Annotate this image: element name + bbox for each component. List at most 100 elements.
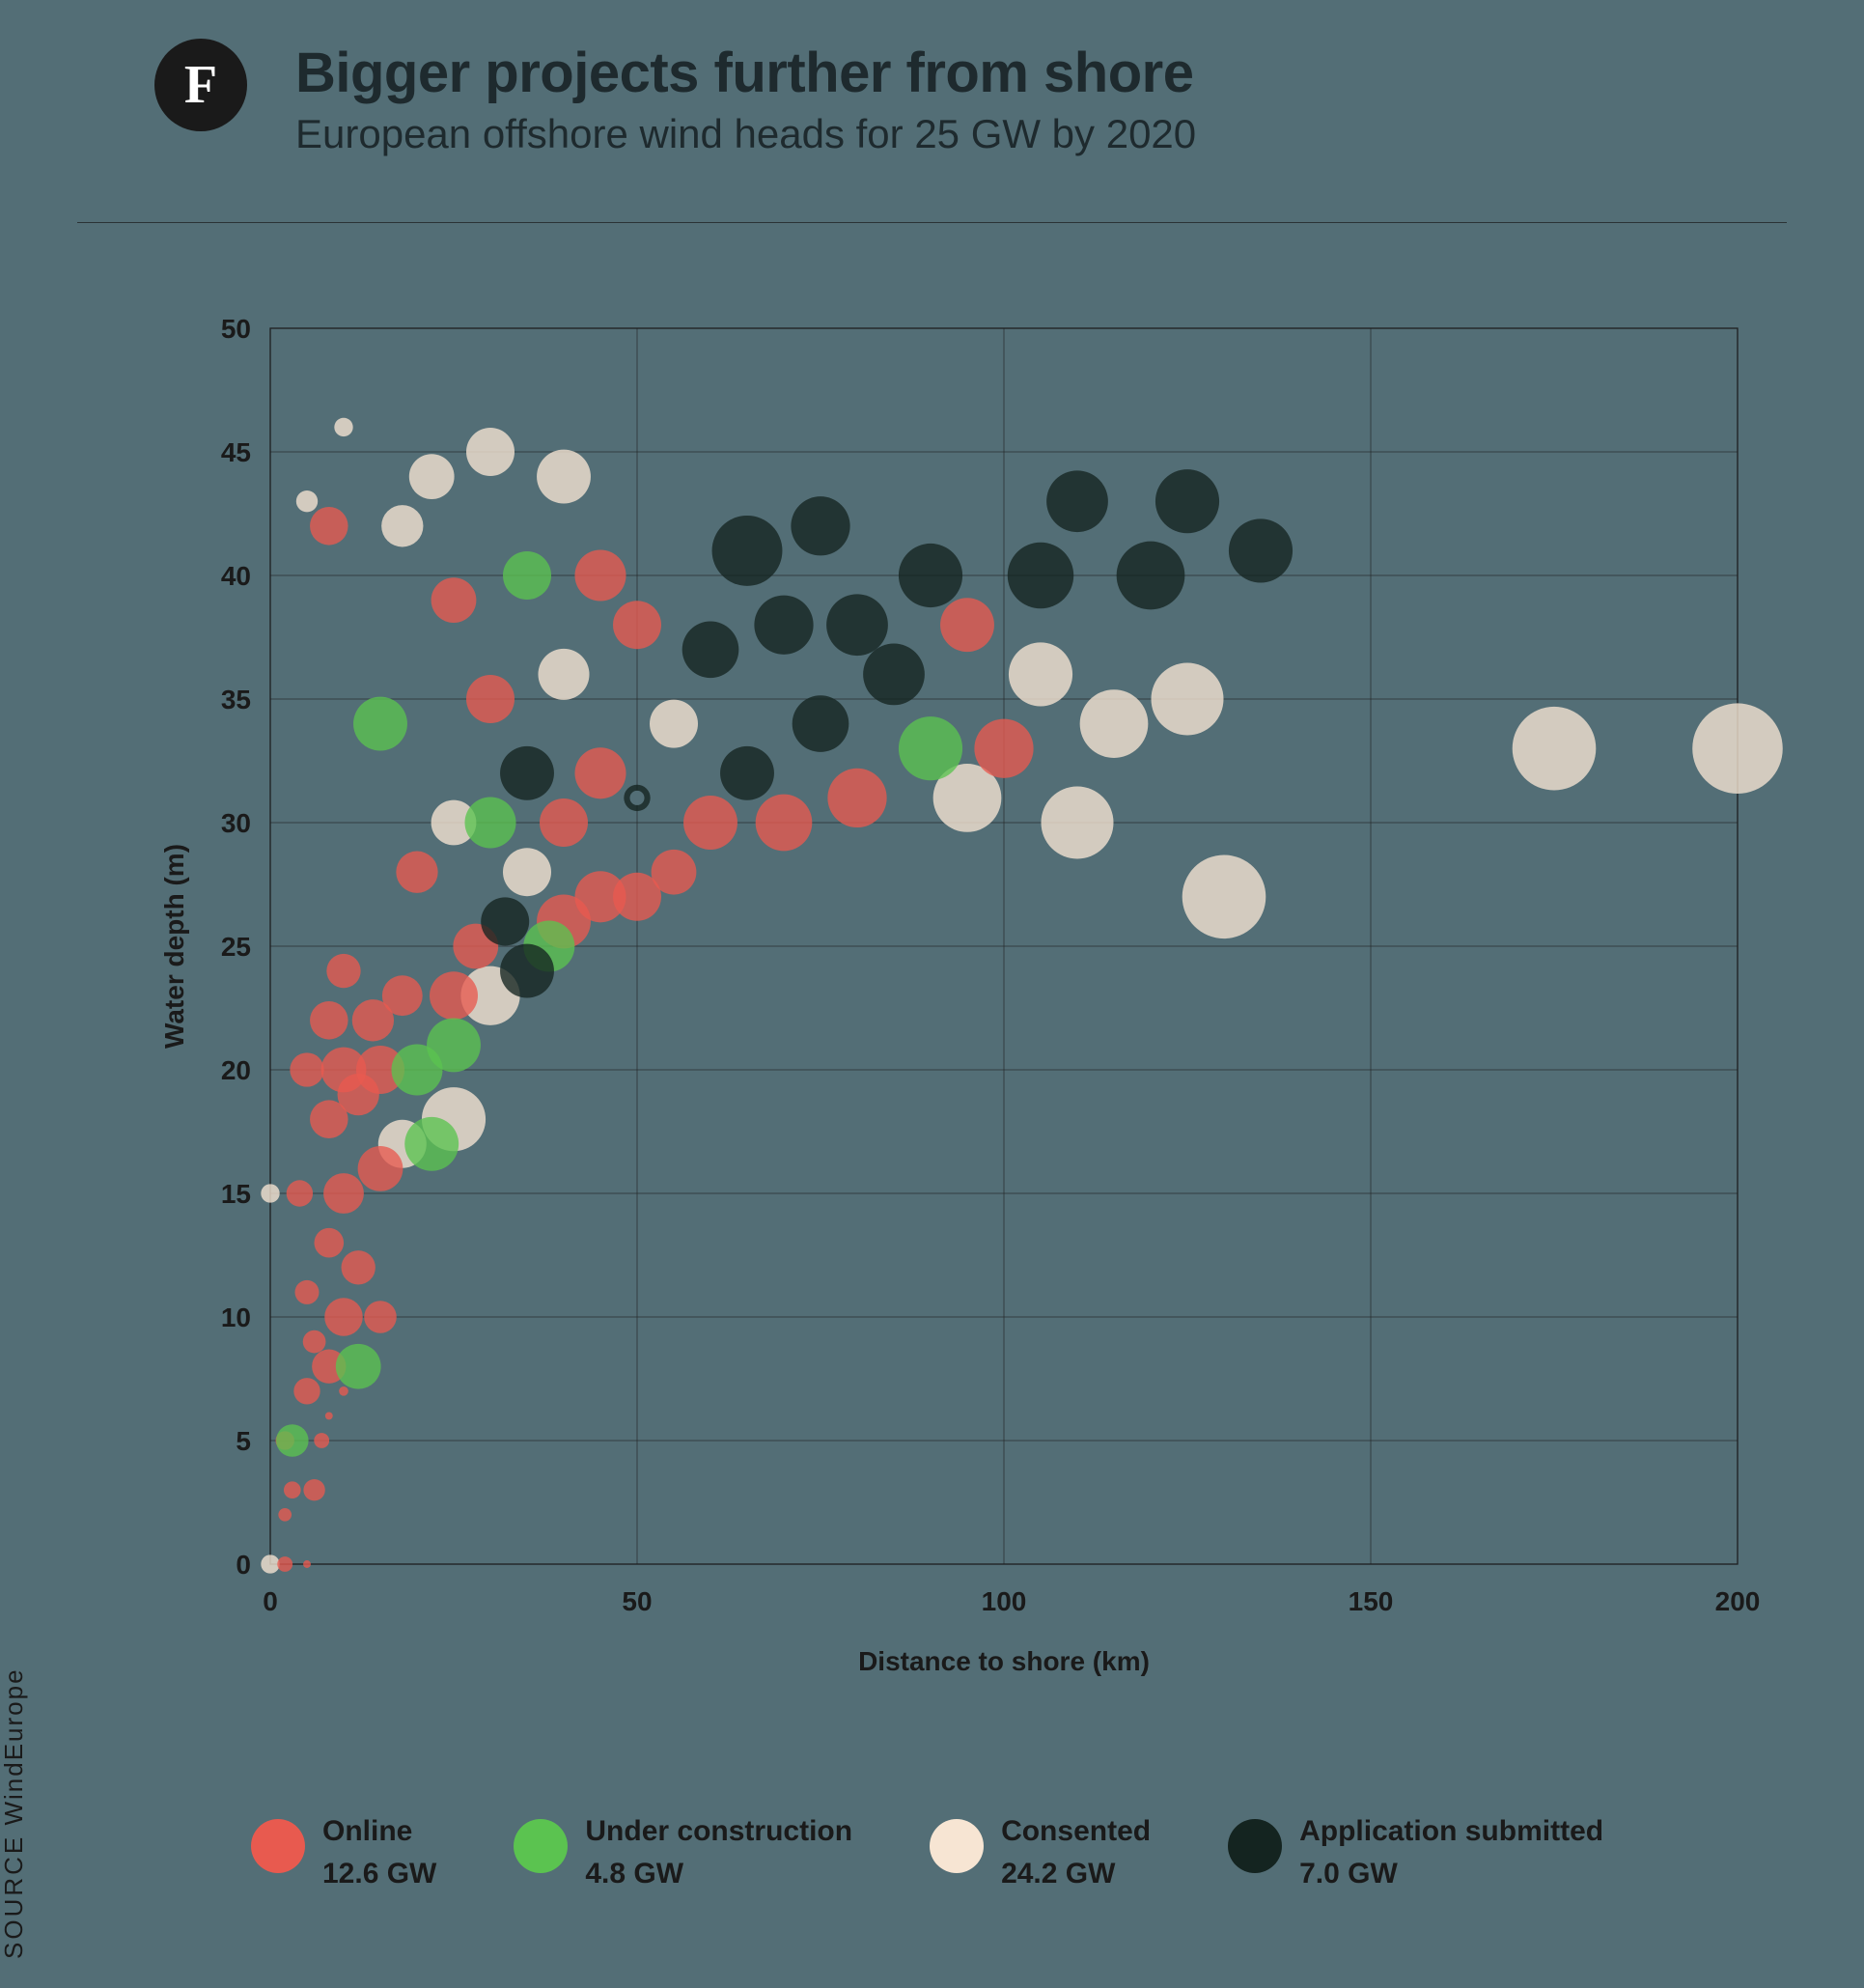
chart-subtitle: European offshore wind heads for 25 GW b… <box>295 111 1196 157</box>
bubble-consented <box>334 418 352 436</box>
bubble-under <box>899 716 962 780</box>
bubble-under <box>276 1424 309 1457</box>
bubble-online <box>364 1301 397 1333</box>
y-tick-label: 20 <box>221 1055 251 1085</box>
bubble-online <box>277 1556 292 1572</box>
y-tick-label: 35 <box>221 685 251 714</box>
bubble-consented <box>466 428 515 476</box>
section-badge: F <box>154 39 247 131</box>
y-tick-label: 30 <box>221 808 251 838</box>
legend-label: Under construction <box>585 1815 852 1848</box>
bubble-consented <box>1152 663 1224 736</box>
badge-letter: F <box>184 54 217 116</box>
bubble-submitted <box>1008 543 1073 608</box>
source-credit: SOURCE WindEurope <box>0 1667 29 1959</box>
bubble-consented <box>1009 642 1072 706</box>
bubble-submitted <box>500 944 554 998</box>
bubble-online <box>466 675 515 723</box>
bubble-consented <box>538 649 589 700</box>
bubble-online <box>974 719 1033 778</box>
bubble-consented <box>1080 689 1149 758</box>
bubble-online <box>324 1298 363 1336</box>
bubble-online <box>683 796 737 850</box>
bubble-online <box>314 1433 329 1448</box>
bubble-online <box>613 601 661 649</box>
bubble-under <box>404 1117 459 1171</box>
bubble-online <box>396 852 437 893</box>
bubble-online <box>323 1173 364 1214</box>
bubble-submitted <box>720 746 774 800</box>
header-divider <box>77 222 1787 223</box>
bubble-consented <box>1692 703 1783 794</box>
bubble-submitted <box>754 596 813 655</box>
y-tick-label: 25 <box>221 932 251 962</box>
y-tick-label: 50 <box>221 314 251 344</box>
bubble-online <box>310 1001 348 1040</box>
bubble-online <box>284 1481 301 1498</box>
y-axis-title: Water depth (m) <box>159 844 189 1049</box>
bubble-consented <box>537 450 591 504</box>
y-tick-label: 10 <box>221 1302 251 1332</box>
bubble-online <box>940 598 994 652</box>
legend-label: Application submitted <box>1299 1815 1603 1848</box>
bubble-online <box>430 971 478 1020</box>
bubble-under <box>427 1018 481 1072</box>
bubble-consented <box>381 505 423 546</box>
bubble-consented <box>1042 787 1114 859</box>
bubble-consented <box>503 848 551 896</box>
bubble-consented <box>296 490 318 512</box>
legend-swatch <box>930 1819 984 1873</box>
legend-item-consented: Consented24.2 GW <box>930 1815 1151 1890</box>
bubble-online <box>574 747 626 798</box>
bubble-online <box>287 1180 313 1206</box>
bubble-submitted <box>793 695 849 752</box>
legend-swatch <box>514 1819 568 1873</box>
y-tick-label: 0 <box>236 1550 251 1580</box>
bubble-submitted <box>791 496 849 555</box>
bubble-consented <box>650 700 698 748</box>
bubble-submitted <box>1155 469 1219 533</box>
bubble-online <box>339 1386 348 1396</box>
x-tick-label: 100 <box>982 1586 1027 1616</box>
bubble-consented <box>409 454 455 499</box>
bubble-online <box>310 507 348 546</box>
y-tick-label: 45 <box>221 437 251 467</box>
bubble-submitted <box>1229 518 1293 582</box>
legend-item-submitted: Application submitted7.0 GW <box>1228 1815 1603 1890</box>
bubble-consented <box>1182 854 1266 938</box>
bubble-online <box>293 1378 320 1404</box>
bubble-submitted <box>1117 542 1185 610</box>
bubble-online <box>325 1412 333 1419</box>
bubble-online <box>756 795 813 852</box>
chart-svg: 05101520253035404550050100150200Distance… <box>270 328 1738 1564</box>
legend-item-online: Online12.6 GW <box>251 1815 436 1890</box>
bubble-consented <box>261 1184 279 1202</box>
y-tick-label: 40 <box>221 561 251 591</box>
source-name: WindEurope <box>0 1667 28 1825</box>
bubble-online <box>303 1560 311 1568</box>
bubble-submitted <box>481 897 529 945</box>
bubble-under <box>353 697 407 751</box>
legend-value: 12.6 GW <box>322 1858 436 1890</box>
bubble-consented <box>1513 707 1597 791</box>
y-tick-label: 15 <box>221 1179 251 1209</box>
x-axis-title: Distance to shore (km) <box>858 1646 1150 1676</box>
source-prefix: SOURCE <box>0 1834 28 1959</box>
bubble-online <box>278 1508 292 1522</box>
x-tick-label: 0 <box>263 1586 278 1616</box>
chart-title: Bigger projects further from shore <box>295 41 1196 105</box>
x-tick-label: 200 <box>1715 1586 1761 1616</box>
bubble-submitted <box>712 516 783 586</box>
bubble-online <box>314 1228 344 1258</box>
bubble-submitted <box>826 594 888 656</box>
title-block: Bigger projects further from shore Europ… <box>295 39 1196 157</box>
bubble-submitted <box>682 621 739 678</box>
legend-swatch <box>1228 1819 1282 1873</box>
plot-area: 05101520253035404550050100150200Distance… <box>270 328 1738 1564</box>
bubble-online <box>295 1280 320 1304</box>
bubble-online <box>431 577 477 623</box>
bubble-submitted <box>863 644 925 706</box>
legend-swatch <box>251 1819 305 1873</box>
bubble-online <box>827 769 886 827</box>
bubble-online <box>382 975 423 1016</box>
